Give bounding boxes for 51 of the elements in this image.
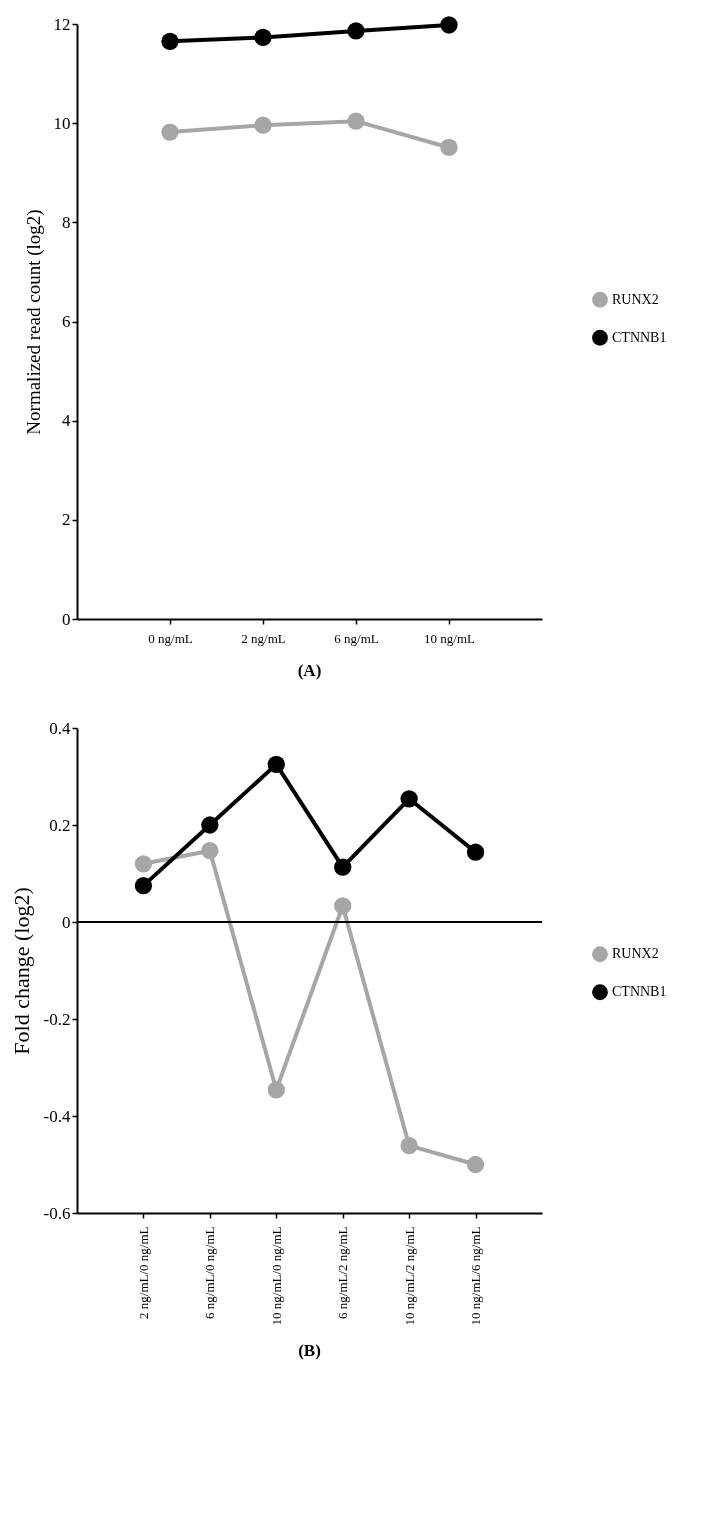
- legend-label: RUNX2: [612, 946, 659, 962]
- point: [161, 123, 179, 141]
- point: [334, 897, 352, 915]
- y-axis-title: Fold change (log2): [8, 887, 34, 1055]
- x-tick-label: 10 ng/mL/2 ng/mL: [401, 1226, 417, 1326]
- y-tick-label: 8: [62, 212, 71, 232]
- point: [134, 855, 153, 873]
- y-tick-label: 0.2: [49, 815, 71, 835]
- y-tick-label: 0.4: [49, 718, 71, 738]
- point: [267, 1081, 285, 1099]
- text: (A): [297, 661, 322, 680]
- y-tick-label: 10: [53, 113, 71, 133]
- legend-label: CTNNB1: [612, 329, 667, 345]
- y-tick-label: 6: [62, 312, 71, 331]
- x-tick-label: 0 ng/mL: [148, 630, 193, 646]
- point: [400, 1136, 418, 1155]
- point: [347, 112, 365, 130]
- x-tick-label: 10 ng/mL: [424, 630, 476, 646]
- y-tick-label: 2: [62, 510, 71, 530]
- x-tick-label: 6 ng/mL/2 ng/mL: [335, 1226, 351, 1319]
- x-tick-label: 6 ng/mL: [334, 630, 379, 646]
- y-tick-label: 0: [62, 609, 71, 629]
- point: [440, 138, 458, 157]
- point: [254, 116, 272, 134]
- y-tick-label: -0.4: [43, 1106, 71, 1126]
- y-tick-label: -0.6: [43, 1203, 71, 1223]
- point: [400, 790, 418, 808]
- point: [440, 16, 458, 34]
- point: [466, 843, 485, 861]
- point: [254, 28, 272, 47]
- x-tick-label: 6 ng/mL/0 ng/mL: [202, 1226, 218, 1319]
- y-tick-label: 4: [62, 411, 71, 431]
- point: [201, 816, 219, 834]
- point: [161, 32, 179, 50]
- legend-label: RUNX2: [612, 291, 659, 307]
- y-axis-title: Normalized read count (log2): [22, 209, 45, 435]
- point: [201, 842, 219, 860]
- point: [347, 22, 365, 40]
- y-tick-label: 12: [53, 14, 71, 34]
- text: (B): [298, 1340, 321, 1360]
- x-tick-label: 10 ng/mL/0 ng/mL: [268, 1226, 284, 1326]
- y-tick-label: 0: [62, 912, 71, 932]
- y-tick-label: -0.2: [43, 1009, 71, 1029]
- x-tick-label: 2 ng/mL/0 ng/mL: [135, 1226, 151, 1319]
- point: [466, 1155, 485, 1174]
- point: [267, 755, 285, 774]
- point: [334, 858, 352, 876]
- x-tick-label: 10 ng/mL/6 ng/mL: [468, 1226, 484, 1326]
- point: [134, 876, 153, 895]
- x-tick-label: 2 ng/mL: [241, 630, 286, 646]
- legend-label: CTNNB1: [612, 984, 667, 1000]
